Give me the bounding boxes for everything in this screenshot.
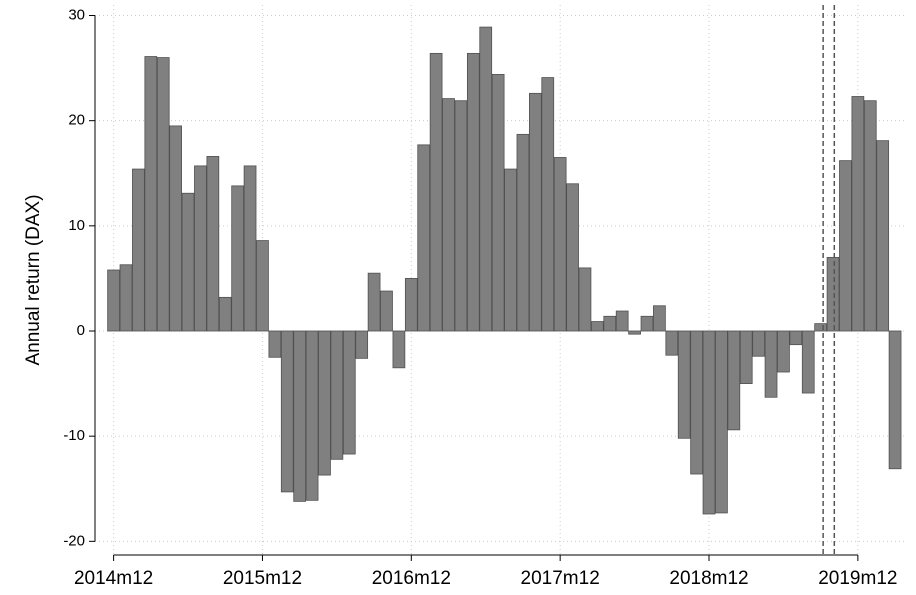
bar bbox=[318, 330, 331, 476]
x-tick-label: 2016m12 bbox=[372, 568, 451, 589]
bar bbox=[888, 330, 902, 470]
bar bbox=[144, 56, 158, 332]
bar bbox=[653, 305, 666, 332]
bar bbox=[578, 267, 592, 332]
bar bbox=[715, 330, 728, 514]
y-tick-label: 30 bbox=[68, 6, 85, 23]
bar bbox=[640, 315, 654, 332]
x-tick-label: 2015m12 bbox=[223, 568, 302, 589]
bar bbox=[442, 98, 455, 332]
y-tick-label: 0 bbox=[77, 322, 85, 339]
bar bbox=[107, 269, 120, 332]
x-tick-label: 2019m12 bbox=[818, 568, 897, 589]
bar bbox=[727, 330, 741, 431]
bar bbox=[752, 330, 765, 357]
bar bbox=[677, 330, 691, 439]
bar bbox=[665, 330, 679, 356]
bar bbox=[789, 330, 803, 346]
y-axis-title: Annual return (DAX) bbox=[23, 194, 44, 365]
bar bbox=[491, 74, 505, 332]
bar bbox=[392, 330, 406, 369]
bar bbox=[739, 330, 753, 384]
bar bbox=[206, 156, 220, 332]
bar bbox=[119, 264, 133, 332]
bar bbox=[194, 165, 207, 332]
bar bbox=[814, 323, 828, 332]
bar bbox=[764, 330, 778, 398]
x-tick-label: 2017m12 bbox=[521, 568, 600, 589]
bar bbox=[305, 330, 319, 501]
bar bbox=[330, 330, 344, 460]
bar bbox=[876, 140, 890, 332]
bar bbox=[466, 52, 480, 332]
bar bbox=[169, 125, 182, 332]
y-tick-label: 10 bbox=[68, 217, 85, 234]
bar bbox=[380, 290, 393, 332]
bar bbox=[181, 192, 195, 332]
bar bbox=[367, 272, 381, 332]
bar bbox=[504, 168, 517, 332]
bar bbox=[839, 160, 852, 332]
bar bbox=[801, 330, 815, 394]
bar bbox=[280, 330, 294, 493]
bar bbox=[566, 183, 579, 332]
x-tick-label: 2018m12 bbox=[669, 568, 748, 589]
bar bbox=[218, 296, 232, 332]
bar bbox=[702, 330, 716, 515]
bar bbox=[826, 256, 840, 332]
bar bbox=[553, 157, 567, 332]
bar bbox=[777, 330, 790, 373]
bar bbox=[615, 310, 629, 332]
y-tick-label: -10 bbox=[63, 427, 85, 444]
bar bbox=[342, 330, 356, 455]
bar bbox=[231, 185, 245, 332]
bar bbox=[355, 330, 369, 359]
bar bbox=[429, 52, 443, 332]
bar bbox=[417, 144, 431, 332]
y-tick-label: -20 bbox=[63, 532, 85, 549]
bar bbox=[528, 92, 542, 332]
bar bbox=[541, 77, 555, 332]
bar bbox=[156, 57, 170, 332]
bar bbox=[404, 278, 418, 332]
bar bbox=[863, 100, 877, 332]
bar bbox=[243, 165, 257, 332]
bar bbox=[132, 168, 145, 332]
bar bbox=[268, 330, 282, 358]
bar bbox=[454, 100, 468, 332]
bar bbox=[479, 26, 493, 332]
bar bbox=[293, 330, 307, 502]
y-tick-label: 20 bbox=[68, 112, 85, 129]
bar bbox=[690, 330, 703, 475]
bar bbox=[628, 330, 641, 335]
bar bbox=[851, 96, 865, 332]
bar bbox=[516, 133, 530, 332]
bar bbox=[591, 321, 604, 332]
x-tick-label: 2014m12 bbox=[74, 568, 153, 589]
bar bbox=[603, 315, 617, 332]
bar bbox=[256, 240, 269, 332]
